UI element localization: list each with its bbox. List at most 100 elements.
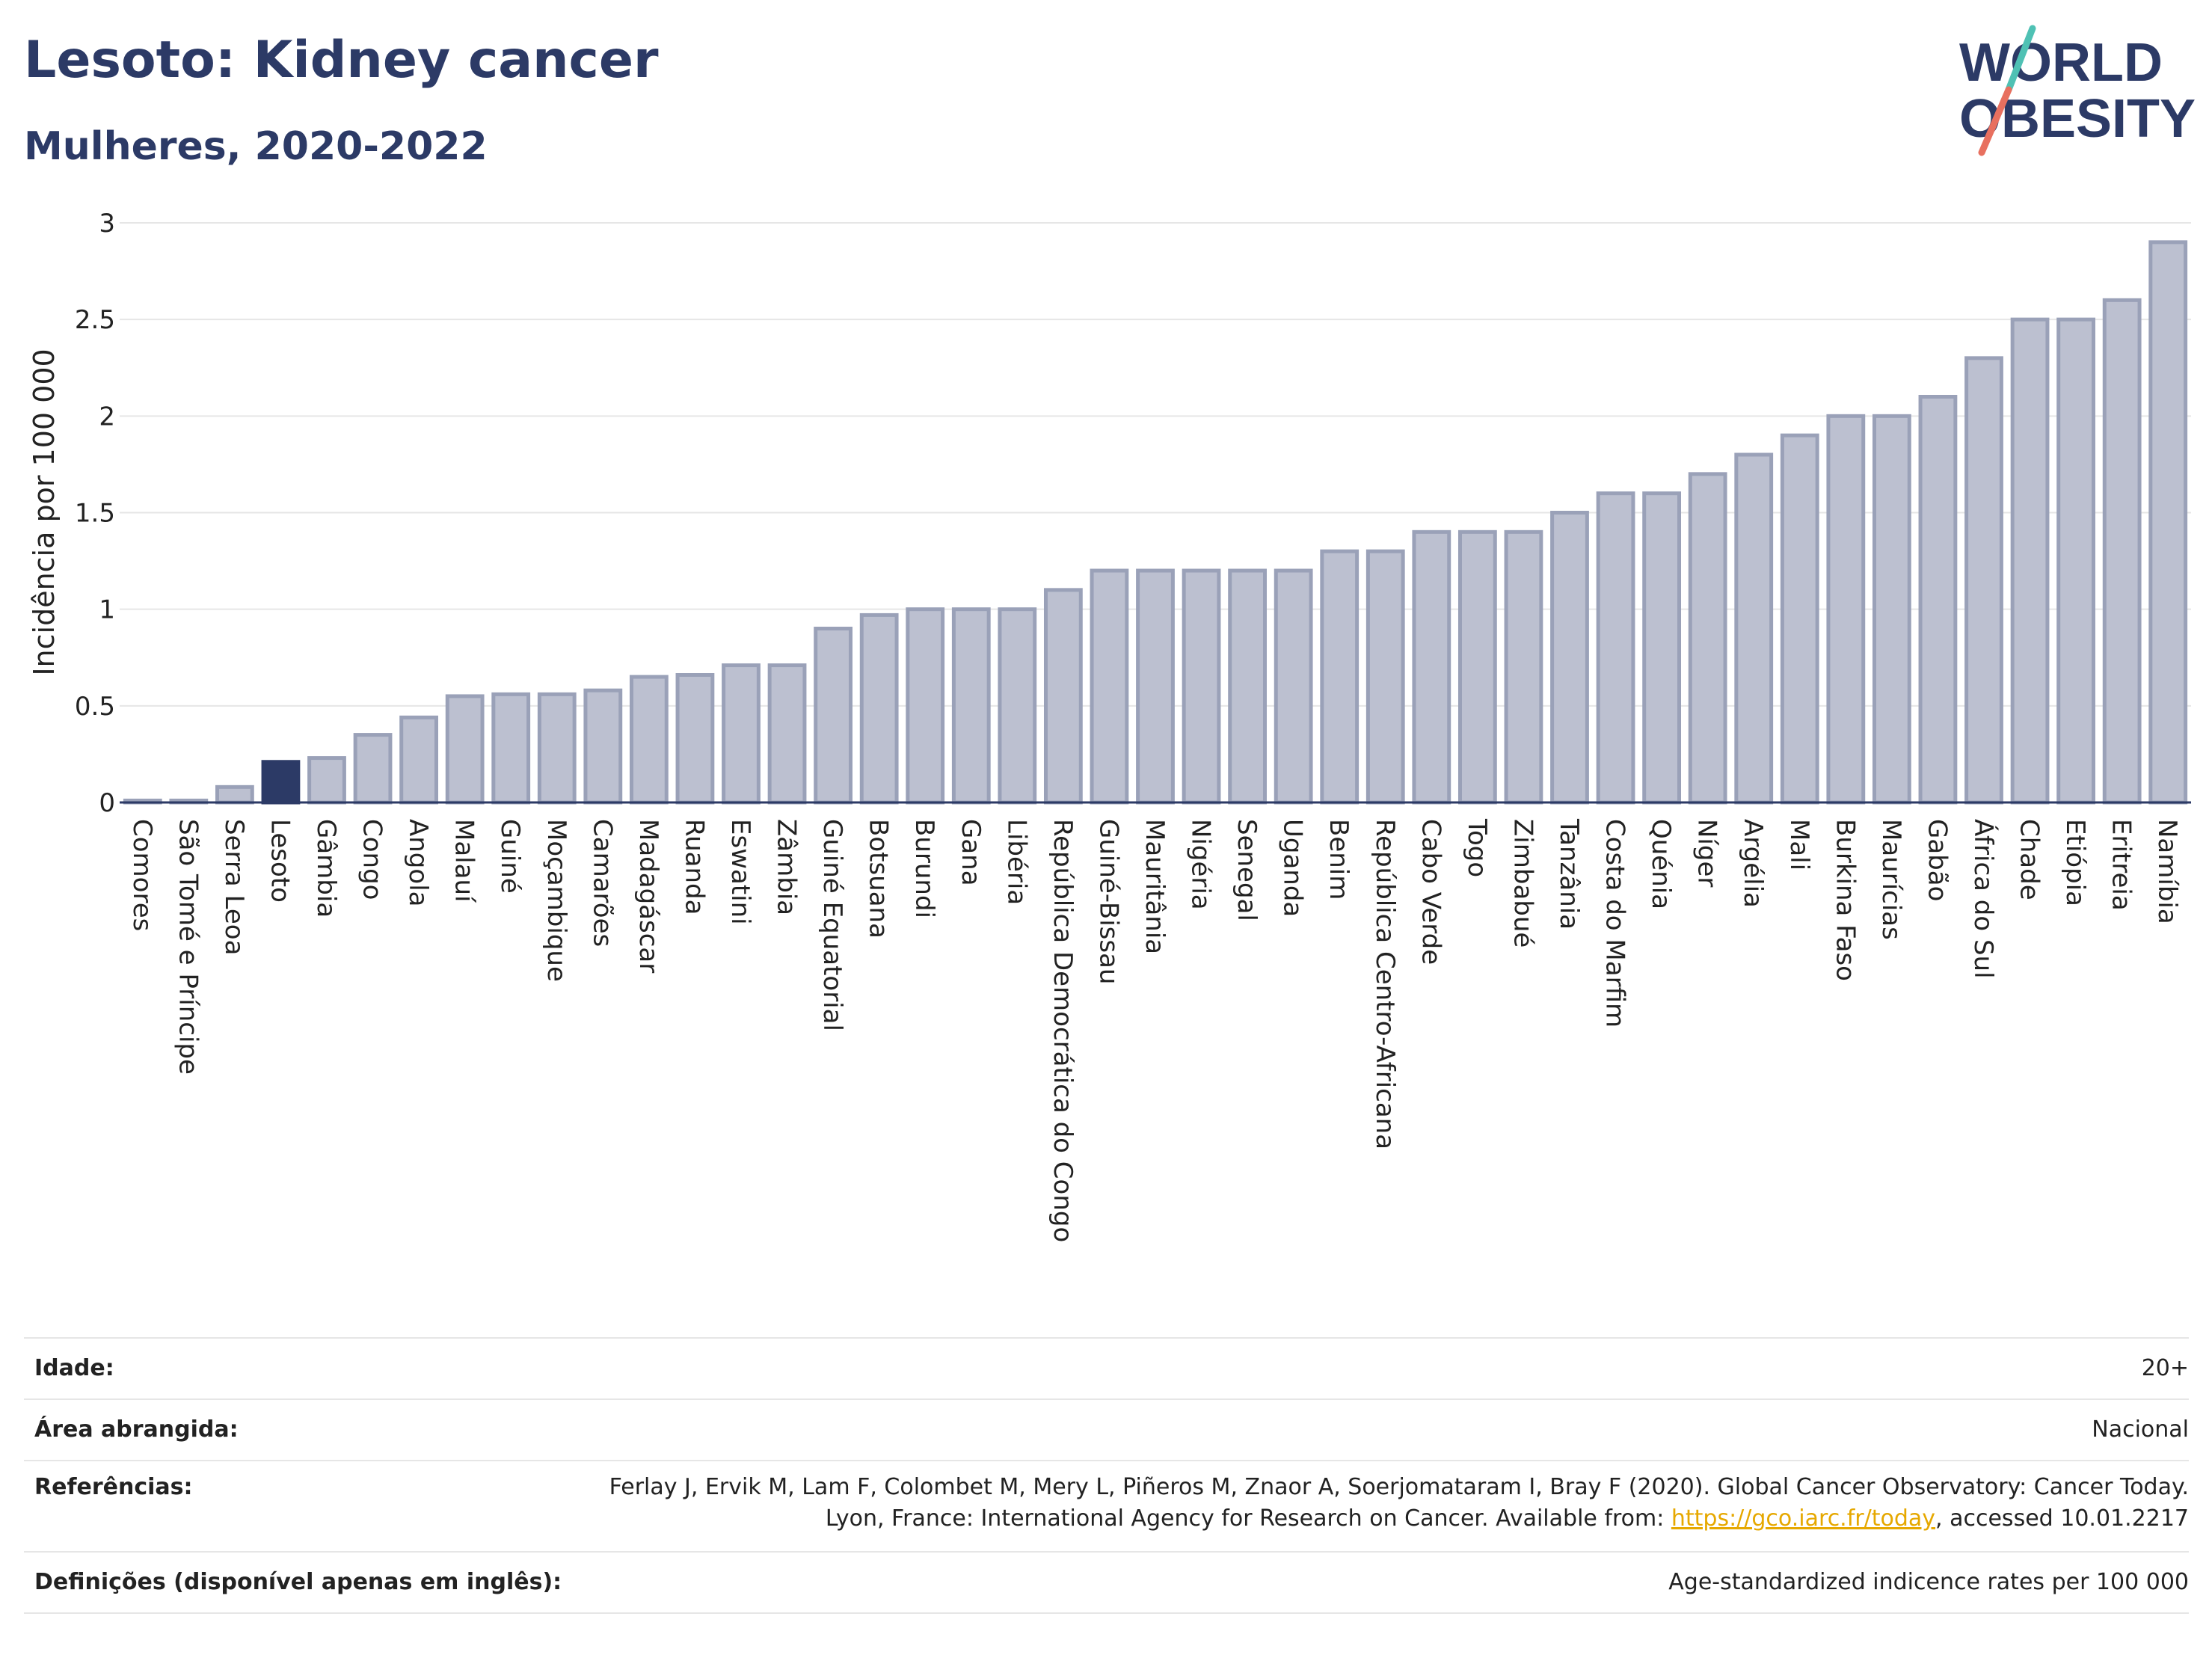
bar[interactable] [399,715,439,805]
bar[interactable] [1642,491,1682,805]
x-tick-label: São Tomé e Príncipe [173,819,203,1075]
x-tick-label: República Democrática do Congo [1048,819,1078,1242]
x-tick-label: Angola [403,819,433,906]
bar[interactable] [445,694,485,805]
bar[interactable] [1872,414,1911,805]
logo-slash-teal [2005,25,2036,93]
bar[interactable] [1365,549,1405,805]
x-tick-label: Benim [1324,819,1354,900]
x-tick-label: Burkina Faso [1830,819,1860,981]
bar[interactable] [261,760,301,805]
x-tick-label: Gâmbia [311,819,341,918]
x-tick-label: Eswatini [725,819,755,925]
y-axis-title: Incidência por 100 000 [28,348,61,675]
y-tick-label: 3 [99,209,115,239]
bar[interactable] [215,784,254,805]
y-tick-label: 2 [99,402,115,432]
bar[interactable] [537,692,577,805]
bar[interactable] [2148,240,2188,805]
bar[interactable] [2056,317,2096,805]
bar[interactable] [675,673,715,805]
bar[interactable] [1596,491,1635,805]
bar[interactable] [1734,452,1774,805]
metadata-table: Idade: 20+ Área abrangida: Nacional Refe… [24,1337,2189,1614]
x-tick-label: Guiné-Bissau [1093,819,1123,984]
x-tick-label: Gana [956,819,986,886]
bar[interactable] [1228,568,1268,805]
bar[interactable] [2010,317,2050,805]
references-value: Ferlay J, Ervik M, Lam F, Colombet M, Me… [589,1472,2189,1535]
bar[interactable] [722,663,761,805]
chart-subtitle: Mulheres, 2020-2022 [24,124,488,169]
x-tick-label: Guiné [495,819,525,894]
x-tick-label: Serra Leoa [219,819,249,955]
x-tick-label: Togo [1462,818,1492,877]
x-tick-label: Namíbia [2152,819,2182,924]
x-tick-label: Nigéria [1186,819,1216,910]
bar[interactable] [1780,433,1819,805]
bar[interactable] [767,663,807,805]
x-tick-label: Ruanda [679,819,709,915]
x-tick-label: Madagáscar [633,819,663,973]
y-tick-label: 2.5 [75,305,115,335]
x-tick-label: República Centro-Africana [1370,819,1400,1149]
bar[interactable] [1136,568,1175,805]
x-tick-label: Uganda [1278,819,1308,917]
bar[interactable] [814,627,853,805]
bar[interactable] [1504,529,1543,805]
x-tick-label: Camarões [587,819,617,947]
bar[interactable] [307,756,346,805]
logo-line1: WORLD [1959,33,2163,93]
x-tick-label: Comores [127,819,157,931]
x-tick-label: Quénia [1646,819,1676,909]
x-tick-label: Botsuana [864,819,894,939]
bar[interactable] [1918,395,1958,805]
bar[interactable] [353,733,393,805]
references-link[interactable]: https://gco.iarc.fr/today [1671,1505,1936,1532]
y-tick-label: 0 [99,788,115,818]
references-suffix: , accessed 10.01.2217 [1935,1505,2189,1532]
definitions-label: Definições (disponível apenas em inglês)… [34,1569,562,1595]
x-tick-label: Maurícias [1876,819,1906,940]
x-tick-label: Mali [1784,819,1814,871]
x-tick-label: Tanzânia [1554,818,1584,930]
bar[interactable] [1043,588,1083,805]
bar[interactable] [2102,298,2142,805]
bar[interactable] [1090,568,1129,805]
x-tick-label: Libéria [1001,819,1031,905]
bar[interactable] [859,612,899,805]
bar[interactable] [1320,549,1360,805]
bar[interactable] [491,692,531,805]
y-tick-label: 1 [99,595,115,625]
bar[interactable] [951,607,991,805]
world-obesity-logo: WORLD OBESITY [1959,25,2196,156]
x-tick-label: Etiópia [2060,819,2090,906]
chart-title: Lesoto: Kidney cancer [24,31,659,90]
x-tick-label: Burundi [909,819,939,918]
x-tick-label: Mauritânia [1140,819,1170,954]
bar[interactable] [1182,568,1221,805]
x-tick-label: Zimbabué [1508,819,1537,948]
bar[interactable] [906,607,945,805]
x-tick-label: Costa do Marfim [1600,819,1630,1028]
bar[interactable] [583,688,623,805]
references-text: Ferlay J, Ervik M, Lam F, Colombet M, Me… [609,1474,2189,1532]
y-tick-label: 0.5 [75,692,115,722]
x-tick-label: Malauí [449,819,479,903]
logo-slash-coral [1978,86,2012,156]
x-tick-label: Moçambique [541,819,571,982]
bar[interactable] [1964,356,2003,805]
area-label: Área abrangida: [34,1416,239,1443]
bar[interactable] [629,675,669,805]
bar[interactable] [998,607,1037,805]
bar[interactable] [1826,414,1866,805]
bar[interactable] [1688,472,1727,805]
bar[interactable] [1412,529,1451,805]
bar[interactable] [1457,529,1497,805]
bar[interactable] [1274,568,1313,805]
x-tick-label: Guiné Equatorial [817,819,847,1031]
definitions-value: Age-standardized indicence rates per 100… [1668,1569,2189,1595]
x-tick-label: Níger [1692,819,1722,887]
x-tick-label: Argélia [1738,819,1768,908]
bar[interactable] [1550,511,1589,805]
